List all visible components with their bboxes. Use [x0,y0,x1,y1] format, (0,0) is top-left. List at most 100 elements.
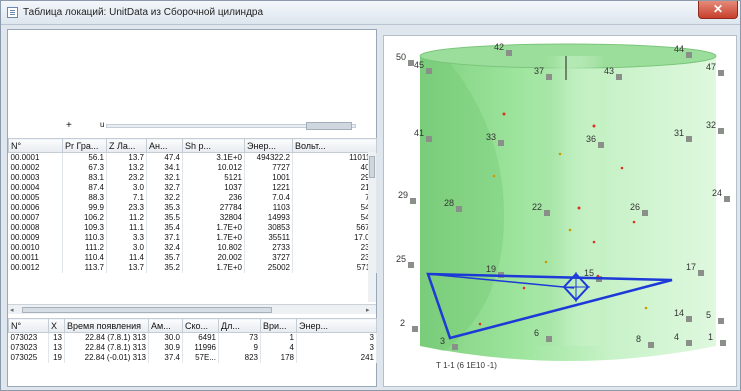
column-header[interactable]: Sh р... [182,138,245,153]
table-cell: 073023 [8,343,49,353]
sensor-label: 4 [674,332,679,342]
column-header[interactable]: Дл... [218,318,261,333]
table-cell: 110111 [292,152,377,163]
table-cell: 57E... [182,353,219,363]
sensor-label: 24 [712,188,722,198]
table-cell: 2733 [244,243,293,253]
cylinder-3d-view[interactable]: 50 45 42 37 43 44 47 41 33 36 31 32 24 29 28 22 26 25 19 17… [383,35,737,387]
column-header[interactable]: Ско... [182,318,219,333]
progress-row: + u [8,118,376,134]
sensor-marker[interactable] [686,136,692,142]
sensor-marker[interactable] [408,262,414,268]
vertical-scroll-thumb[interactable] [369,156,375,178]
table-row[interactable]: 073025 19 22.84 (-0.01) 313 37.4 57E... 823 17… [8,353,377,363]
horizontal-scroll-thumb[interactable] [22,307,272,313]
sensor-marker[interactable] [698,270,704,276]
sensor-marker[interactable] [648,342,654,348]
table-app-icon [7,7,18,18]
table-cell: 111.2 [62,243,107,253]
sensor-marker[interactable] [506,50,512,56]
table-cell: 22.84 (7.8.1) 313 [64,332,149,343]
sensor-marker[interactable] [718,128,724,134]
sensor-label: 33 [486,132,496,142]
table-cell: 35511 [244,233,293,243]
sensor-label: 1 [708,332,713,342]
column-header[interactable]: Энер... [244,138,293,153]
table-cell: 00.0011 [8,253,63,263]
sensor-marker[interactable] [598,142,604,148]
table-cell: 5671 [292,223,377,233]
sensor-marker[interactable] [546,74,552,80]
sensor-marker[interactable] [720,340,726,346]
column-header[interactable]: Ври... [260,318,297,333]
table-cell: 77 [292,193,377,203]
sensor-marker[interactable] [426,68,432,74]
table-cell: 1 [260,332,297,343]
table-cell: 83.1 [62,173,107,183]
table-vertical-scrollbar[interactable] [368,152,376,302]
table-row[interactable]: 00.0008 109.3 11.1 35.4 1.7Е+0 30853 5671 [8,223,377,233]
column-header[interactable]: X [48,318,65,333]
sensor-marker[interactable] [718,70,724,76]
table-cell: 67.3 [62,163,107,173]
sensor-marker[interactable] [410,198,416,204]
column-header[interactable]: Z Ла... [106,138,147,153]
sensor-marker[interactable] [408,60,414,66]
table-row[interactable]: 00.0012 113.7 13.7 35.2 1.7Е+0 25002 5711 [8,263,377,273]
table-row[interactable]: 00.0001 56.1 13.7 47.4 3.1Е+0 494322.2 110111 [8,152,377,163]
table-row[interactable]: 073023 13 22.84 (7.8.1) 313 30.0 6491 73 1 3 [8,332,377,343]
sensor-marker[interactable] [616,74,622,80]
table-cell: 113.7 [62,263,107,273]
column-header[interactable]: N° [8,318,49,333]
event-location-marker-icon[interactable] [562,272,590,302]
sensor-marker[interactable] [686,52,692,58]
cylinder-inner-shade [420,56,504,351]
column-header[interactable]: Pr Гра... [62,138,107,153]
table-cell: 544 [292,203,377,213]
column-header[interactable]: Ам... [148,318,183,333]
empty-chart-area [8,30,376,116]
column-header[interactable]: N° [8,138,63,153]
table-horizontal-scrollbar[interactable]: ◂ ▸ [8,304,376,314]
progress-thumb[interactable] [306,122,352,130]
table-row[interactable]: 00.0009 110.3 3.3 37.1 1.7Е+0 35511 17.01 [8,233,377,243]
table-cell: 294 [292,173,377,183]
column-header[interactable]: Ан... [146,138,183,153]
scroll-left-arrow-icon[interactable]: ◂ [10,307,14,314]
sensor-marker[interactable] [686,340,692,346]
sensor-marker[interactable] [724,196,730,202]
table-cell: 11.4 [106,253,147,263]
sensor-marker[interactable] [546,336,552,342]
sensor-marker[interactable] [544,210,550,216]
column-header[interactable]: Вольт... [292,138,377,153]
sensor-marker[interactable] [642,210,648,216]
table-cell: 494322.2 [244,152,293,163]
progress-track[interactable] [106,124,356,128]
sensor-marker[interactable] [498,140,504,146]
sensor-marker[interactable] [412,326,418,332]
sensor-label: 44 [674,44,684,54]
sensor-label: 2 [400,318,405,328]
table-cell: 00.0010 [8,243,63,253]
column-header[interactable]: Время появления [64,318,149,333]
column-header[interactable]: Энер... [296,318,377,333]
sensor-marker[interactable] [452,344,458,350]
scroll-right-arrow-icon[interactable]: ▸ [366,307,370,314]
sensor-marker[interactable] [456,206,462,212]
sensor-marker[interactable] [686,316,692,322]
table-row[interactable]: 073023 13 22.84 (7.8.1) 313 30.9 11996 9 4 3 [8,343,377,353]
sensor-marker[interactable] [426,136,432,142]
sensor-marker[interactable] [718,318,724,324]
table-cell: 073025 [8,353,49,363]
close-button[interactable]: ✕ [698,1,738,19]
